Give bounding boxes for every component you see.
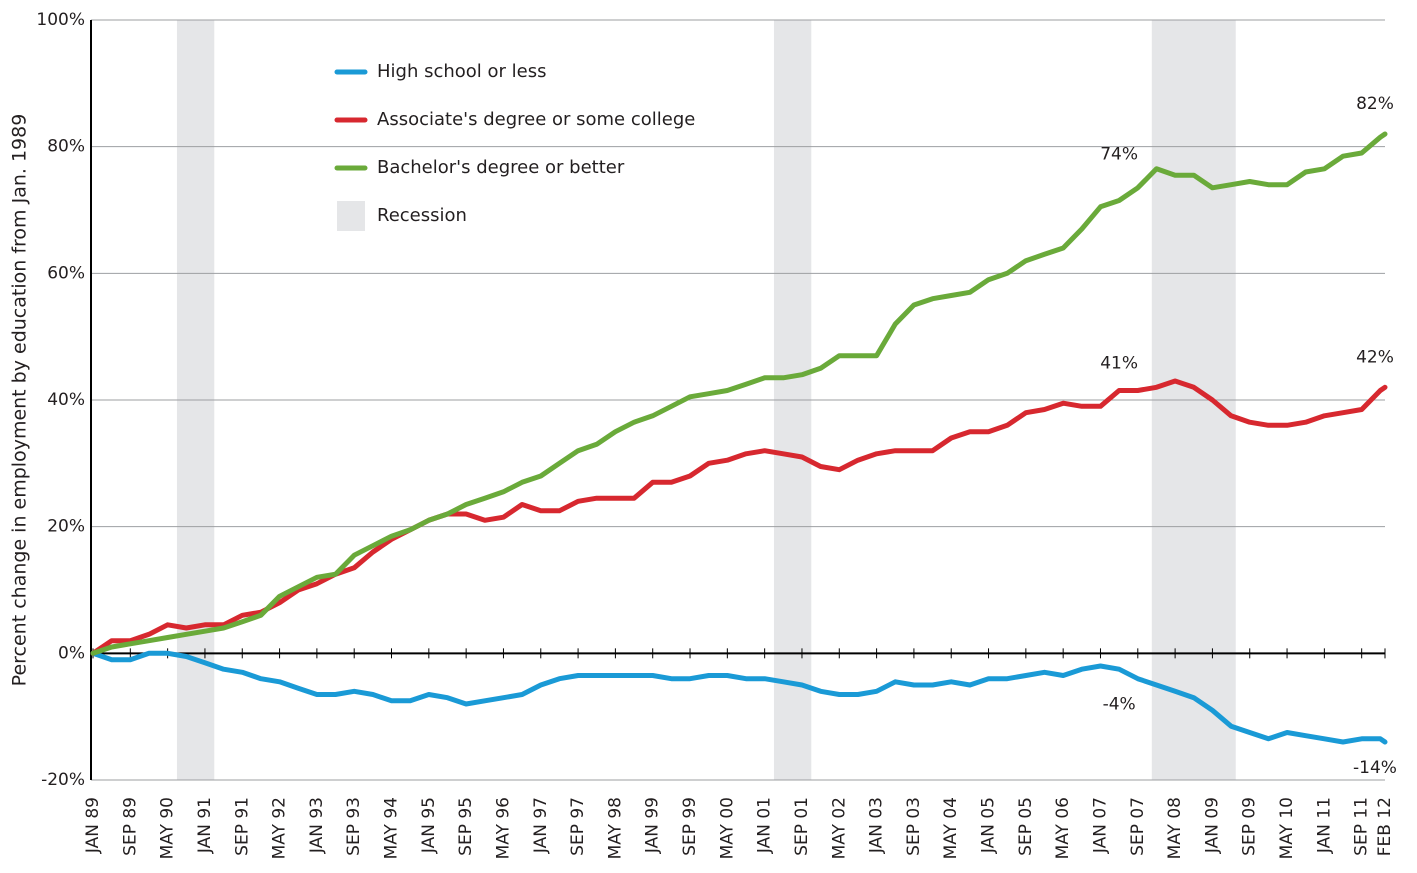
x-tick-label: MAY 08 — [1165, 797, 1185, 859]
x-tick-label: MAY 90 — [158, 797, 178, 859]
series-line — [90, 378, 1388, 656]
x-tick-label: JAN 93 — [307, 797, 327, 854]
annotation: 82% — [1356, 94, 1394, 114]
x-tick-label: JAN 11 — [1314, 797, 1334, 854]
legend-label: Bachelor's degree or better — [377, 157, 625, 178]
series-line — [90, 650, 1388, 745]
x-tick-label: MAY 10 — [1277, 797, 1297, 859]
x-tick-label: SEP 01 — [792, 797, 812, 856]
x-tick-label: MAY 96 — [493, 797, 513, 859]
grid — [90, 19, 1386, 781]
x-tick-label: SEP 11 — [1352, 797, 1372, 856]
legend-label: Recession — [377, 205, 467, 226]
x-tick-label: SEP 89 — [120, 797, 140, 856]
y-tick-label: 40% — [47, 390, 85, 410]
lines — [90, 131, 1388, 745]
x-tick-label: JAN 09 — [1202, 797, 1222, 854]
annotation: 74% — [1100, 145, 1138, 165]
legend-swatch — [337, 201, 365, 231]
y-axis-label: Percent change in employment by educatio… — [9, 114, 31, 687]
legend-label: Associate's degree or some college — [377, 109, 695, 130]
x-tick-label: SEP 09 — [1240, 797, 1260, 856]
x-tick-label: JAN 89 — [83, 797, 103, 854]
labels: -20% 0% 20% 40% 60% 80% 100% JAN 89 SEP 89 MAY 90… — [36, 10, 1397, 859]
annotation: 41% — [1100, 354, 1138, 374]
x-tick-label: MAY 06 — [1053, 797, 1073, 859]
y-tick-label: 0% — [58, 643, 85, 663]
x-tick-label: JAN 97 — [531, 797, 551, 854]
x-tick-label: MAY 02 — [829, 797, 849, 859]
x-tick-label: SEP 91 — [232, 797, 252, 856]
x-tick-label: MAY 92 — [270, 797, 290, 859]
x-tick-label: JAN 03 — [867, 797, 887, 854]
x-tick-label: JAN 07 — [1090, 797, 1110, 854]
x-tick-label: JAN 05 — [979, 797, 999, 854]
x-tick-label: SEP 95 — [456, 797, 476, 856]
annotation: 42% — [1356, 347, 1394, 367]
x-tick-label: MAY 00 — [717, 797, 737, 859]
y-tick-label: 80% — [47, 137, 85, 157]
annotation: -4% — [1103, 695, 1136, 715]
x-tick-label: MAY 94 — [382, 797, 402, 859]
y-tick-label: -20% — [41, 770, 85, 790]
x-tick-label: SEP 05 — [1016, 797, 1036, 856]
x-tick-label: MAY 98 — [605, 797, 625, 859]
x-tick-label: JAN 91 — [195, 797, 215, 854]
x-tick-label: SEP 99 — [680, 797, 700, 856]
y-tick-label: 100% — [36, 10, 85, 30]
y-tick-label: 60% — [47, 263, 85, 283]
x-tick-label: FEB 12 — [1375, 797, 1395, 856]
series-line — [90, 131, 1388, 656]
x-tick-label: JAN 95 — [419, 797, 439, 854]
annotation: -14% — [1353, 758, 1397, 778]
x-tick-label: SEP 97 — [568, 797, 588, 856]
x-tick-label: JAN 99 — [643, 797, 663, 854]
y-tick-label: 20% — [47, 517, 85, 537]
x-tick-label: MAY 04 — [941, 797, 961, 859]
x-tick-label: SEP 93 — [344, 797, 364, 856]
legend-label: High school or less — [377, 61, 547, 82]
x-tick-label: JAN 01 — [755, 797, 775, 854]
x-tick-label: SEP 03 — [904, 797, 924, 856]
x-tick-label: SEP 07 — [1128, 797, 1148, 856]
